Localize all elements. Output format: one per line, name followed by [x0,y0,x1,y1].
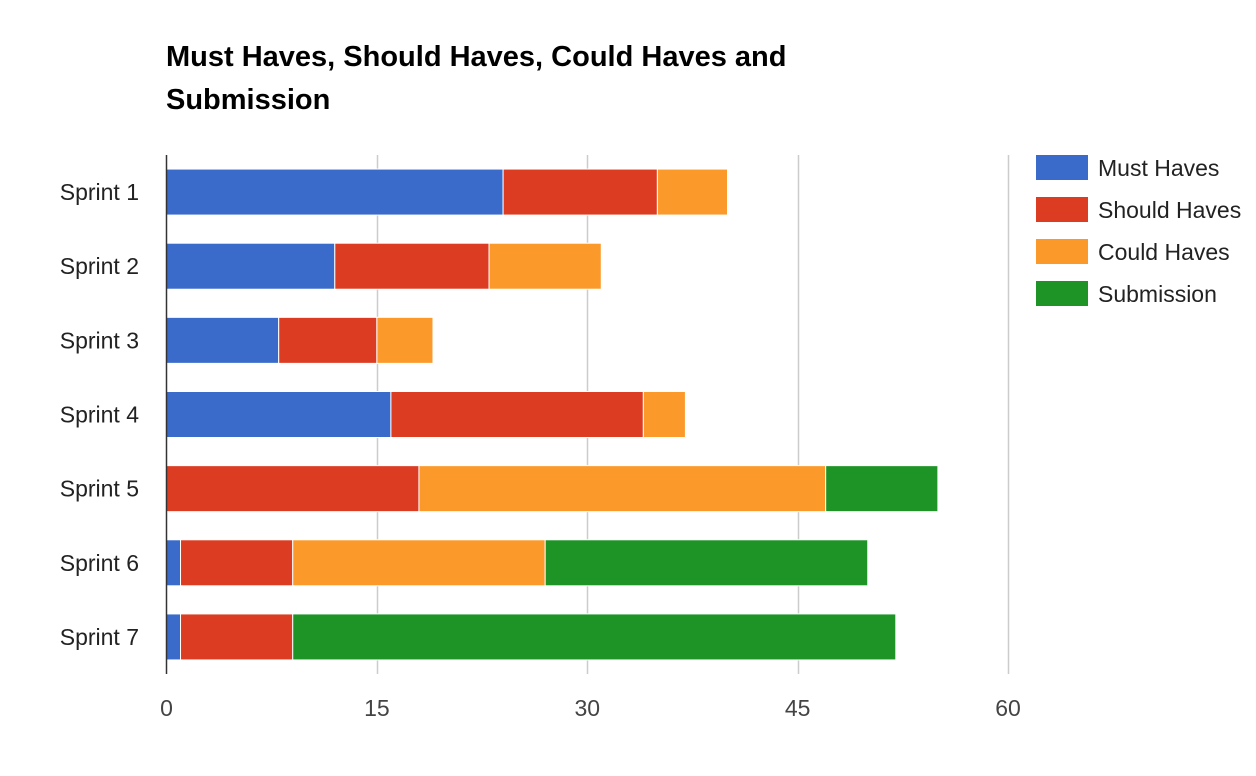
bar-must-haves-sprint-3 [166,316,280,364]
bar-could-haves-sprint-2 [488,242,602,290]
category-label: Sprint 4 [60,402,139,428]
x-tick-label: 0 [160,695,173,721]
bar-should-haves-sprint-2 [334,242,490,290]
bar-could-haves-sprint-3 [376,316,434,364]
legend-swatch [1036,197,1088,222]
x-tick-labels: 0 15 30 45 60 [160,695,1021,721]
category-label: Sprint 1 [60,179,139,205]
bar-should-haves-sprint-6 [180,539,294,587]
legend-item-could-haves: Could Haves [1036,239,1230,265]
x-tick-label: 60 [995,695,1021,721]
legend-label: Submission [1098,281,1217,307]
bar-must-haves-sprint-4 [166,391,392,438]
bar-should-haves-sprint-7 [180,613,294,661]
bar-should-haves-sprint-3 [278,316,378,364]
category-label: Sprint 6 [60,550,139,576]
legend-label: Must Haves [1098,155,1219,181]
legend-label: Should Haves [1098,197,1241,223]
x-tick-label: 30 [574,695,600,721]
category-label: Sprint 7 [60,624,139,650]
legend-item-submission: Submission [1036,281,1217,307]
category-label: Sprint 3 [60,327,139,353]
legend-swatch [1036,281,1088,306]
bar-submission-sprint-5 [825,465,939,513]
legend-label: Could Haves [1098,239,1230,265]
legend: Must Haves Should Haves Could Haves Submiss… [1036,155,1241,307]
legend-item-should-haves: Should Haves [1036,197,1241,223]
bar-must-haves-sprint-1 [166,168,504,216]
bar-could-haves-sprint-5 [418,465,827,513]
bar-submission-sprint-7 [292,613,897,661]
bar-should-haves-sprint-5 [166,465,420,513]
bar-must-haves-sprint-7 [166,613,182,661]
legend-item-must-haves: Must Haves [1036,155,1219,181]
legend-swatch [1036,239,1088,264]
bar-should-haves-sprint-4 [390,391,644,438]
bar-must-haves-sprint-6 [166,539,182,587]
category-label: Sprint 2 [60,253,139,279]
category-labels: Sprint 1 Sprint 2 Sprint 3 Sprint 4 Sprint 5… [60,179,139,650]
bar-should-haves-sprint-1 [502,168,658,216]
x-tick-label: 15 [364,695,390,721]
x-tick-label: 45 [785,695,811,721]
bar-could-haves-sprint-1 [656,168,728,216]
bar-could-haves-sprint-4 [642,391,686,438]
bars [166,168,939,661]
category-label: Sprint 5 [60,476,139,502]
legend-swatch [1036,155,1088,180]
chart-title: Must Haves, Should Haves, Could Haves an… [166,41,787,116]
bar-submission-sprint-6 [544,539,869,587]
bar-could-haves-sprint-6 [292,539,546,587]
bar-must-haves-sprint-2 [166,242,336,290]
